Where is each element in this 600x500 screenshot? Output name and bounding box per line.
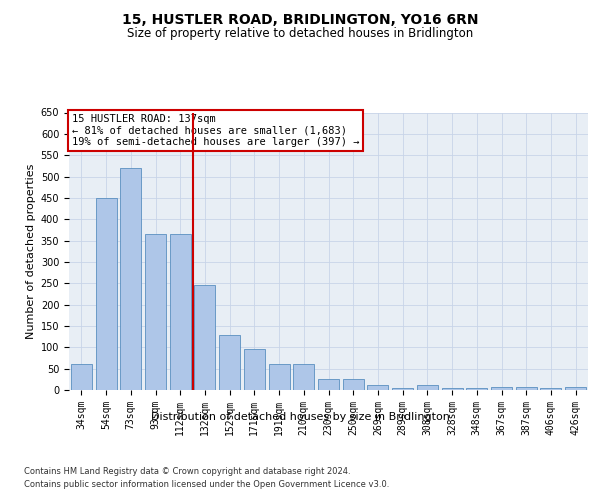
Y-axis label: Number of detached properties: Number of detached properties (26, 164, 37, 339)
Bar (219, 334, 240, 390)
Bar (516, 386, 537, 390)
Text: Size of property relative to detached houses in Bridlington: Size of property relative to detached ho… (127, 28, 473, 40)
Bar (466, 388, 487, 390)
Bar (145, 234, 166, 390)
Bar (244, 350, 265, 390)
Bar (293, 364, 314, 390)
Text: Contains HM Land Registry data © Crown copyright and database right 2024.: Contains HM Land Registry data © Crown c… (24, 468, 350, 476)
Bar (417, 385, 438, 390)
Bar (170, 234, 191, 390)
Bar (318, 380, 339, 390)
Text: 15, HUSTLER ROAD, BRIDLINGTON, YO16 6RN: 15, HUSTLER ROAD, BRIDLINGTON, YO16 6RN (122, 12, 478, 26)
Bar (491, 386, 512, 390)
Bar (95, 198, 116, 390)
Bar (194, 286, 215, 390)
Bar (392, 388, 413, 390)
Bar (120, 168, 141, 390)
Text: 15 HUSTLER ROAD: 137sqm
← 81% of detached houses are smaller (1,683)
19% of semi: 15 HUSTLER ROAD: 137sqm ← 81% of detache… (71, 114, 359, 147)
Bar (442, 388, 463, 390)
Bar (367, 385, 388, 390)
Bar (71, 364, 92, 390)
Text: Contains public sector information licensed under the Open Government Licence v3: Contains public sector information licen… (24, 480, 389, 489)
Bar (269, 364, 290, 390)
Bar (343, 380, 364, 390)
Bar (565, 386, 586, 390)
Bar (541, 388, 562, 390)
Text: Distribution of detached houses by size in Bridlington: Distribution of detached houses by size … (151, 412, 449, 422)
